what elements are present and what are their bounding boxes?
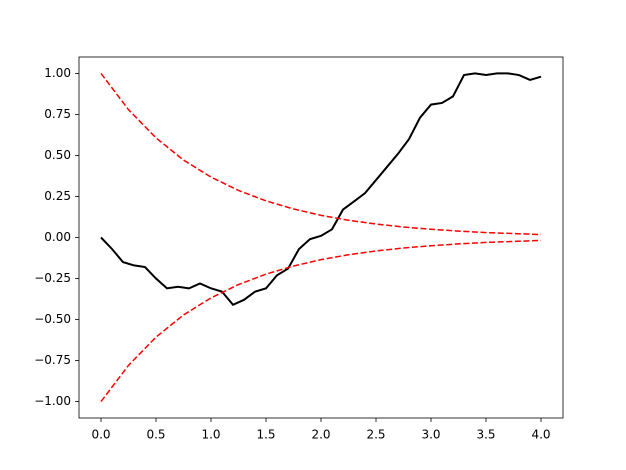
x-tick-label: 2.0 (311, 428, 330, 442)
series-line (100, 72, 542, 307)
y-tick-label: 0.00 (44, 230, 71, 244)
x-tick-label: 0.0 (91, 428, 110, 442)
y-tick-label: 0.25 (44, 189, 71, 203)
x-tick-label: 4.0 (531, 428, 550, 442)
x-tick-label: 1.0 (201, 428, 220, 442)
y-tick-label: −0.75 (34, 353, 71, 367)
x-tick-label: 1.5 (256, 428, 275, 442)
y-tick-label: −0.50 (34, 312, 71, 326)
series-line (100, 239, 542, 403)
x-tick-label: 0.5 (146, 428, 165, 442)
x-tick-label: 3.0 (421, 428, 440, 442)
y-tick-label: −1.00 (34, 394, 71, 408)
y-tick-label: 1.00 (44, 66, 71, 80)
x-tick-label: 3.5 (476, 428, 495, 442)
x-tick-label: 2.5 (366, 428, 385, 442)
y-tick-label: −0.25 (34, 271, 71, 285)
y-tick-label: 0.75 (44, 107, 71, 121)
series-line (100, 72, 542, 236)
y-tick-label: 0.50 (44, 148, 71, 162)
plot-frame (78, 56, 564, 419)
